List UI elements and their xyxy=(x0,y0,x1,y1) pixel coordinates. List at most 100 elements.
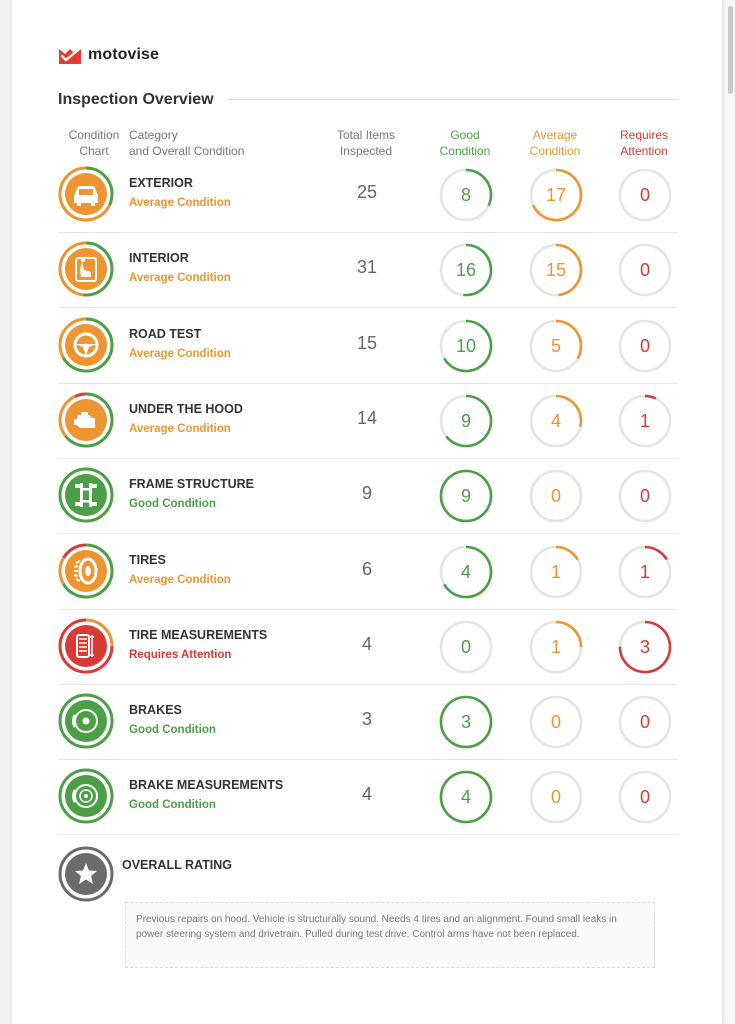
good-count: 9 xyxy=(460,410,471,431)
brand-name: motovise xyxy=(88,46,160,63)
requires-count-ring: 1 xyxy=(618,545,672,599)
average-count: 0 xyxy=(550,787,561,808)
total-items: 4 xyxy=(361,784,372,805)
category-name: BRAKES xyxy=(129,703,182,718)
average-count: 1 xyxy=(550,636,561,657)
average-count: 17 xyxy=(545,185,567,205)
logo-mark-icon xyxy=(59,48,81,64)
category-name: TIRES xyxy=(129,552,166,567)
average-count-ring: 4 xyxy=(529,394,583,448)
requires-count-ring: 0 xyxy=(618,695,672,749)
average-count-ring: 5 xyxy=(529,319,583,373)
good-count-ring: 9 xyxy=(439,394,493,448)
average-count: 15 xyxy=(545,260,567,281)
table-row: TIRE MEASUREMENTS Requires Attention 4 0 1 3 xyxy=(58,609,678,685)
category-name: EXTERIOR xyxy=(129,176,193,190)
condition-label: Good Condition xyxy=(129,724,216,737)
scrollbar-thumb[interactable] xyxy=(728,6,733,94)
inspection-card: motovise Inspection Overview Condition Ch… xyxy=(12,0,722,1024)
table-row: UNDER THE HOOD Average Condition 14 9 4 1 xyxy=(58,383,678,459)
header-good: Good Condition xyxy=(439,128,491,158)
header-average: Average Condition xyxy=(529,128,581,158)
requires-count: 0 xyxy=(639,185,650,205)
steering-wheel-icon xyxy=(58,317,114,373)
page-title: Inspection Overview xyxy=(58,91,214,108)
total-items: 25 xyxy=(356,182,378,202)
table-row: BRAKES Good Condition 3 3 0 0 xyxy=(58,684,678,761)
header-total: Total Items Inspected xyxy=(336,128,396,158)
total-items: 14 xyxy=(356,407,378,428)
category-name: BRAKE MEASUREMENTS xyxy=(129,778,284,793)
requires-count: 0 xyxy=(639,335,650,356)
good-count-ring: 4 xyxy=(439,770,493,824)
condition-label: Good Condition xyxy=(129,799,216,812)
good-count-ring: 9 xyxy=(439,469,493,523)
condition-label: Average Condition xyxy=(129,197,231,209)
good-count: 9 xyxy=(460,486,471,507)
average-count: 0 xyxy=(550,486,561,507)
total-items: 31 xyxy=(356,257,378,278)
brake-disc-icon xyxy=(58,768,114,824)
requires-count-ring: 0 xyxy=(618,243,672,297)
requires-count-ring: 0 xyxy=(618,770,672,824)
condition-label: Average Condition xyxy=(129,573,231,586)
requires-count-ring: 0 xyxy=(618,469,672,523)
car-icon xyxy=(58,166,114,222)
condition-label: Good Condition xyxy=(129,498,216,511)
good-count: 16 xyxy=(455,260,477,281)
category-name: INTERIOR xyxy=(129,251,189,266)
brand-logo: motovise xyxy=(57,44,159,66)
brake-icon xyxy=(58,693,114,749)
average-count-ring: 1 xyxy=(529,545,583,599)
category-name: TIRE MEASUREMENTS xyxy=(129,627,268,642)
header-chart: Condition Chart xyxy=(68,128,120,158)
requires-count: 0 xyxy=(639,260,650,281)
requires-count-ring: 0 xyxy=(618,168,672,222)
total-items: 9 xyxy=(361,483,372,504)
requires-count: 0 xyxy=(639,486,650,507)
requires-count: 1 xyxy=(639,561,650,582)
requires-count: 3 xyxy=(639,636,650,657)
average-count-ring: 17 xyxy=(529,168,583,222)
condition-label: Requires Attention xyxy=(129,648,232,661)
scrollbar[interactable] xyxy=(726,0,735,1024)
average-count-ring: 0 xyxy=(529,695,583,749)
requires-count-ring: 0 xyxy=(618,319,672,373)
good-count: 3 xyxy=(460,712,471,733)
requires-count: 0 xyxy=(639,787,650,808)
category-name: FRAME STRUCTURE xyxy=(129,477,254,492)
good-count: 8 xyxy=(460,185,471,205)
table-row: ROAD TEST Average Condition 15 10 5 0 xyxy=(58,308,678,384)
requires-count: 1 xyxy=(639,410,650,431)
header-requires: Requires Attention xyxy=(619,128,669,158)
condition-label: Average Condition xyxy=(129,272,231,285)
table-row: INTERIOR Average Condition 31 16 15 0 xyxy=(58,232,678,309)
tire-tread-icon xyxy=(58,618,114,674)
requires-count-ring: 1 xyxy=(618,394,672,448)
table-row: EXTERIOR Average Condition 25 8 17 0 xyxy=(58,157,678,233)
condition-label: Average Condition xyxy=(129,347,231,360)
good-count-ring: 16 xyxy=(439,243,493,297)
average-count: 4 xyxy=(550,410,561,431)
good-count: 4 xyxy=(460,787,471,808)
requires-count: 0 xyxy=(639,712,650,733)
average-count-ring: 1 xyxy=(529,620,583,674)
good-count-ring: 10 xyxy=(439,319,493,373)
condition-label: Average Condition xyxy=(129,422,231,435)
total-items: 3 xyxy=(361,709,372,730)
good-count-ring: 0 xyxy=(439,620,493,674)
good-count-ring: 8 xyxy=(439,168,493,222)
average-count: 1 xyxy=(550,561,561,582)
table-row: BRAKE MEASUREMENTS Good Condition 4 4 0 0 xyxy=(58,759,678,836)
engine-icon xyxy=(58,392,114,448)
average-count: 5 xyxy=(550,335,561,356)
title-divider xyxy=(228,99,678,100)
average-count-ring: 0 xyxy=(529,469,583,523)
table-row: TIRES Average Condition 6 4 1 1 xyxy=(58,534,678,610)
good-count-ring: 3 xyxy=(439,695,493,749)
total-items: 6 xyxy=(361,558,372,579)
star-icon xyxy=(58,846,114,902)
tire-icon xyxy=(58,543,114,598)
table-row: FRAME STRUCTURE Good Condition 9 9 0 0 xyxy=(58,458,678,535)
total-items: 15 xyxy=(356,332,378,353)
